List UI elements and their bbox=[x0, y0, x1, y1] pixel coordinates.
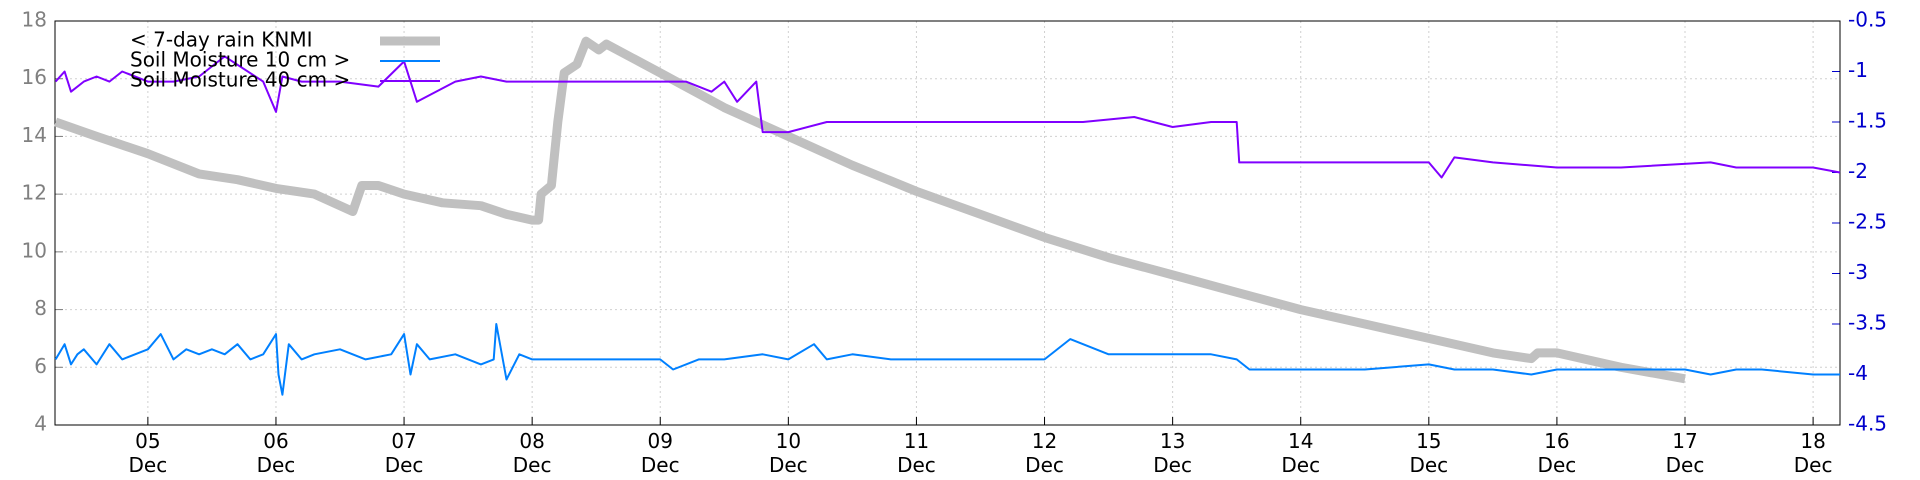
series-line bbox=[54, 323, 1840, 396]
x-tick-label: 15 Dec bbox=[1409, 429, 1449, 477]
y-tick-label: 16 bbox=[22, 65, 47, 89]
series-line bbox=[54, 36, 1686, 384]
y-tick-label: 8 bbox=[34, 296, 47, 320]
y2-tick-label: -0.5 bbox=[1848, 8, 1887, 32]
y2-tick-label: -3.5 bbox=[1848, 311, 1887, 335]
y-tick-label: 18 bbox=[22, 8, 47, 32]
x-tick-label: 09 Dec bbox=[640, 429, 680, 477]
x-tick-label: 18 Dec bbox=[1793, 429, 1833, 477]
y2-tick-label: -1 bbox=[1848, 58, 1868, 82]
y-tick-label: 12 bbox=[22, 181, 47, 205]
plot-frame bbox=[54, 20, 1841, 426]
y2-tick-label: -4 bbox=[1848, 361, 1868, 385]
legend-label: Soil Moisture 40 cm > bbox=[130, 68, 350, 92]
x-tick-label: 07 Dec bbox=[384, 429, 424, 477]
legend-label: < 7-day rain KNMI bbox=[130, 28, 313, 52]
y2-tick-label: -1.5 bbox=[1848, 109, 1887, 133]
x-tick-label: 12 Dec bbox=[1025, 429, 1064, 477]
x-tick-label: 14 Dec bbox=[1281, 429, 1321, 477]
y2-tick-label: -2.5 bbox=[1848, 210, 1887, 234]
x-tick-label: 17 Dec bbox=[1665, 429, 1705, 477]
y2-tick-label: -4.5 bbox=[1848, 412, 1887, 436]
legend-label: Soil Moisture 10 cm > bbox=[130, 48, 350, 72]
x-tick-label: 05 Dec bbox=[128, 429, 168, 477]
x-tick-label: 13 Dec bbox=[1153, 429, 1192, 477]
x-tick-label: 06 Dec bbox=[256, 429, 296, 477]
x-tick-label: 08 Dec bbox=[512, 429, 552, 477]
series-line bbox=[54, 55, 1841, 179]
y2-tick-label: -2 bbox=[1848, 159, 1868, 183]
x-tick-label: 16 Dec bbox=[1537, 429, 1577, 477]
y2-tick-label: -3 bbox=[1848, 260, 1868, 284]
y-tick-label: 10 bbox=[22, 238, 47, 262]
y-tick-label: 6 bbox=[34, 354, 47, 378]
y-tick-label: 14 bbox=[22, 123, 47, 147]
x-tick-label: 11 Dec bbox=[897, 429, 936, 477]
x-tick-label: 10 Dec bbox=[768, 429, 808, 477]
y-tick-label: 4 bbox=[34, 412, 47, 436]
